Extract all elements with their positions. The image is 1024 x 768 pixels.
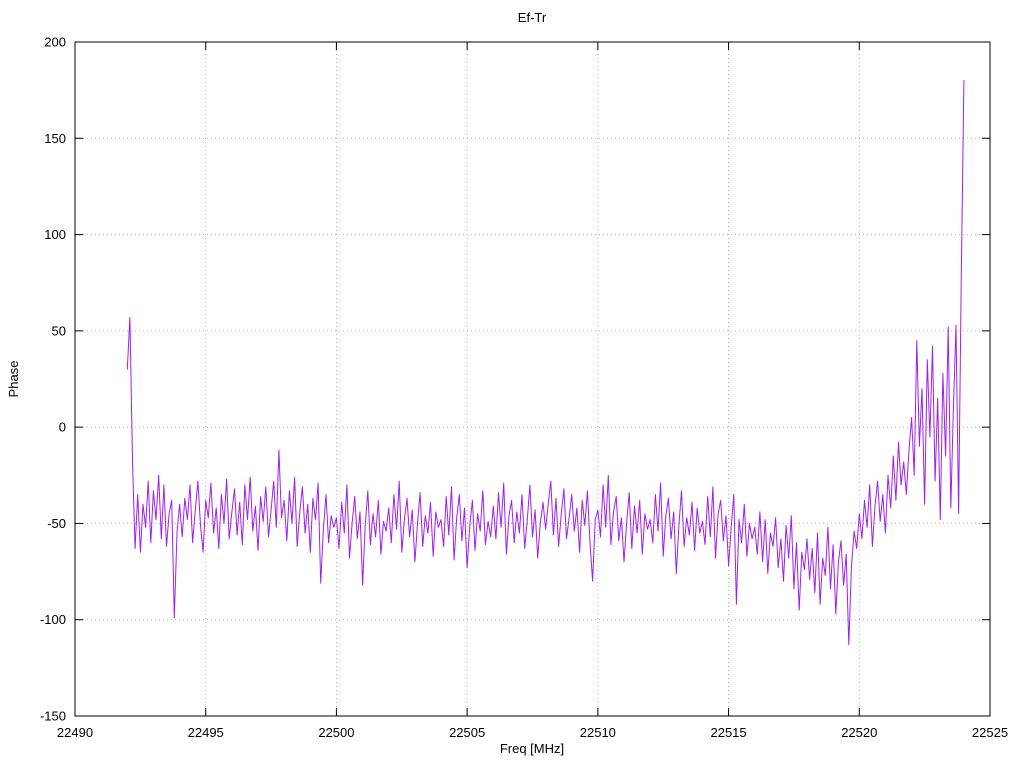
y-tick-label: -50 <box>47 516 66 531</box>
chart-title: Ef-Tr <box>518 10 547 25</box>
x-tick-label: 22510 <box>580 725 616 740</box>
plot-border <box>74 41 991 717</box>
tick-labels: 22490 22495 22500 22505 22510 22515 22520 22525… <box>40 35 1008 741</box>
x-tick-label: 22515 <box>710 725 746 740</box>
y-tick-label: 0 <box>59 420 66 435</box>
y-tick-label: -150 <box>40 709 66 724</box>
data-line-ef-tr <box>126 80 965 646</box>
y-tick-label: 100 <box>44 227 66 242</box>
y-tick-label: 150 <box>44 131 66 146</box>
y-tick-label: -100 <box>40 612 66 627</box>
y-axis-label: Phase <box>6 361 21 398</box>
x-tick-label: 22490 <box>57 725 93 740</box>
axis-ticks <box>74 41 991 717</box>
y-tick-label: 200 <box>44 35 66 50</box>
x-tick-label: 22500 <box>318 725 354 740</box>
y-tick-label: 50 <box>52 323 66 338</box>
plot-series <box>126 80 965 646</box>
x-tick-label: 22520 <box>841 725 877 740</box>
x-axis-label: Freq [MHz] <box>500 741 564 756</box>
x-tick-label: 22495 <box>188 725 224 740</box>
x-tick-label: 22525 <box>972 725 1008 740</box>
x-tick-label: 22505 <box>449 725 485 740</box>
grid-lines <box>75 42 990 716</box>
